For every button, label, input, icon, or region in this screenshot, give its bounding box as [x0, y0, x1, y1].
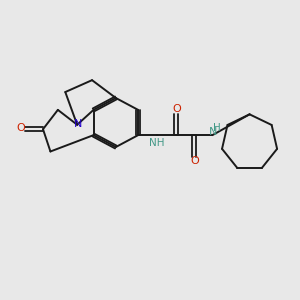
Text: H: H	[213, 123, 220, 133]
Text: N: N	[209, 127, 218, 136]
Text: NH: NH	[149, 138, 165, 148]
Text: O: O	[190, 156, 199, 166]
Text: O: O	[16, 123, 26, 133]
Text: O: O	[172, 104, 181, 114]
Text: N: N	[74, 119, 82, 129]
